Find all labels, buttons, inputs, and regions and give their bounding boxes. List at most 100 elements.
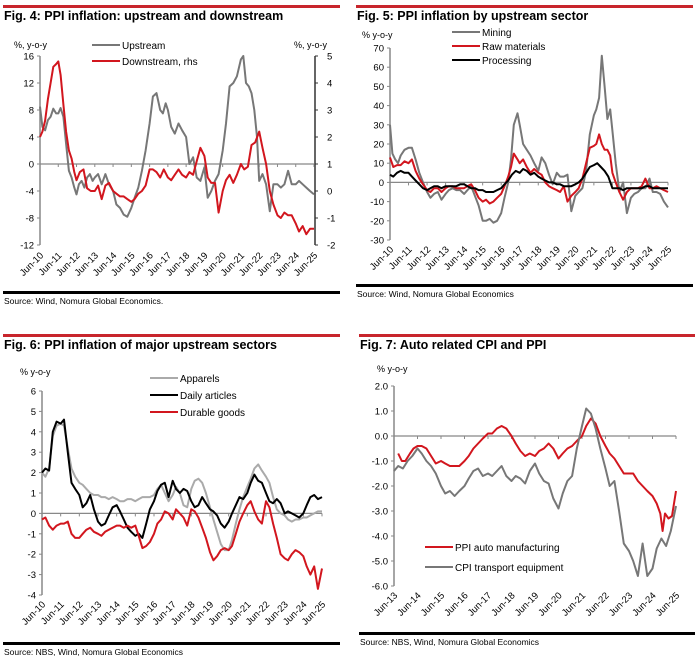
y-axis-title: % y-o-y	[362, 30, 393, 40]
x-tick-label: Jun-17	[466, 590, 494, 618]
x-tick-label: Jun-20	[536, 590, 564, 618]
x-tick-label: Jun-13	[372, 590, 400, 618]
y-tick-label: -1.0	[372, 457, 388, 468]
y-tick-label: -10	[370, 197, 384, 208]
y-tick-label: 12	[23, 79, 34, 90]
y-right-tick-label: -2	[327, 241, 335, 252]
y-right-tick-label: 2	[327, 133, 332, 144]
legend-label: Raw materials	[482, 42, 545, 53]
legend-label: Apparels	[180, 374, 219, 385]
y-tick-label: 1	[31, 489, 36, 500]
y-right-tick-label: 5	[327, 52, 332, 63]
x-tick-label: Jun-16	[442, 590, 470, 618]
y-tick-label: 3	[31, 448, 36, 459]
figure-5-top-rule	[356, 5, 693, 8]
x-tick-label: Jun-24	[630, 590, 658, 618]
series-line-raw-materials	[389, 133, 669, 205]
y-tick-label: -4.0	[372, 532, 388, 543]
figure-5-bottom-rule	[356, 284, 693, 287]
y-tick-label: -4	[28, 591, 36, 602]
y-axis-title: % y-o-y	[377, 364, 408, 374]
figure-7-title: Fig. 7: Auto related CPI and PPI	[360, 338, 547, 352]
y-right-tick-label: 0	[327, 187, 332, 198]
y-tick-label: 30	[373, 120, 384, 131]
x-tick-label: Jun-21	[560, 590, 588, 618]
y-axis-title: % y-o-y	[20, 367, 51, 377]
x-tick-label: Jun-25	[654, 590, 682, 618]
series-line-upstream	[39, 55, 315, 218]
y-tick-label: 10	[373, 159, 384, 170]
y-tick-label: -3	[28, 570, 36, 581]
series-line-downstream-rhs	[39, 60, 314, 236]
series-line-apparels	[41, 422, 322, 552]
x-tick-label: Jun-15	[419, 590, 447, 618]
legend-label: Processing	[482, 56, 531, 67]
y-tick-label: -30	[370, 236, 384, 247]
x-tick-label: Jun-19	[513, 590, 541, 618]
y-tick-label: -6.0	[372, 582, 388, 593]
y-tick-label: 0	[29, 160, 34, 171]
legend-label: Downstream, rhs	[122, 57, 198, 68]
legend-label: Upstream	[122, 41, 165, 52]
legend-label: Mining	[482, 28, 511, 39]
y-tick-label: 1.0	[375, 407, 388, 418]
fig7-plot: 2.0 1.0 0.0 -1.0 -2.0 -3.0 -4.0 -5.0 -6.0 % y-o-y…	[372, 364, 682, 619]
figure-7-top-rule	[359, 334, 695, 337]
y-right-tick-label: 1	[327, 160, 332, 171]
series-line-daily-articles	[41, 418, 323, 539]
y-right-tick-label: -1	[327, 214, 335, 225]
y-tick-label: -8	[26, 214, 34, 225]
y-tick-label: 2	[31, 468, 36, 479]
y-tick-label: -12	[20, 241, 34, 252]
figure-5-source: Source: Wind, Nomura Global Economics	[357, 289, 514, 299]
y-tick-label: 4	[29, 133, 34, 144]
x-tick-label: Jun-14	[395, 590, 423, 618]
x-tick-label: Jun-23	[607, 590, 635, 618]
figure-4-title: Fig. 4: PPI inflation: upstream and down…	[4, 9, 284, 23]
series-line-processing	[389, 162, 668, 193]
figure-6-title: Fig. 6: PPI inflation of major upstream …	[4, 338, 277, 352]
figure-7-source: Source: NBS, Wind, Nomura Global Economi…	[360, 637, 540, 647]
figure-4-source: Source: Wind, Nomura Global Economics.	[4, 296, 164, 306]
y-tick-label: 2.0	[375, 382, 388, 393]
series-line-ppi-auto-manufacturing	[397, 417, 677, 532]
y-right-tick-label: 3	[327, 106, 332, 117]
y-tick-label: 70	[373, 44, 384, 55]
figure-5-title: Fig. 5: PPI inflation by upstream sector	[357, 9, 589, 23]
figure-6-bottom-rule	[3, 642, 340, 645]
y-tick-label: -4	[26, 187, 34, 198]
series-line-mining	[389, 54, 669, 224]
figure-4-chart: 16 12 8 4 0 -4 -8 -12 5 4 3 2 1 0 -1 -2 %, y-o-y %, y-o-y…	[14, 40, 335, 279]
y-tick-label: 0.0	[375, 432, 388, 443]
y-tick-label: 5	[31, 407, 36, 418]
y-tick-label: 20	[373, 140, 384, 151]
series-line-cpi-transport-equipment	[393, 407, 677, 577]
y-tick-label: 8	[29, 106, 34, 117]
y-tick-label: 4	[31, 427, 36, 438]
figure-6-top-rule	[3, 334, 340, 337]
figure-4-bottom-rule	[3, 291, 340, 294]
y-axis-title: %, y-o-y	[14, 40, 48, 50]
legend-label: Daily articles	[180, 391, 237, 402]
y-tick-label: 60	[373, 63, 384, 74]
y-tick-label: 50	[373, 82, 384, 93]
y-right-tick-label: 4	[327, 79, 332, 90]
y-tick-label: -20	[370, 216, 384, 227]
x-tick-label: Jun-18	[489, 590, 517, 618]
figure-4-top-rule	[3, 5, 340, 8]
figure-6-source: Source: NBS, Wind, Nomura Global Economi…	[4, 647, 184, 657]
y-tick-label: 6	[31, 387, 36, 398]
legend-label: Durable goods	[180, 408, 245, 419]
y-tick-label: -3.0	[372, 507, 388, 518]
y-tick-label: -2	[28, 550, 36, 561]
y-tick-label: 0	[31, 509, 36, 520]
y-tick-label: -2.0	[372, 482, 388, 493]
y-tick-label: -1	[28, 529, 36, 540]
figure-7-chart: 2.0 1.0 0.0 -1.0 -2.0 -3.0 -4.0 -5.0 -6.0 % y-o-y…	[372, 364, 682, 619]
y-axis-right-title: %, y-o-y	[294, 40, 328, 50]
legend-label: PPI auto manufacturing	[455, 543, 560, 554]
figure-7-bottom-rule	[359, 632, 695, 635]
